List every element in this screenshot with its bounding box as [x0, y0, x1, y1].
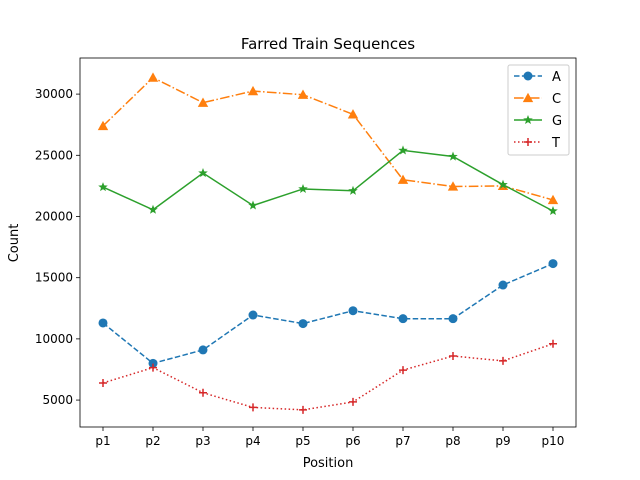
series-t-point [449, 352, 457, 361]
series-c-point [97, 120, 109, 131]
series-a-point [348, 306, 358, 316]
series-t-point [299, 405, 307, 414]
x-tick-label: p8 [445, 434, 460, 448]
series-a-point [298, 319, 308, 329]
y-tick-label: 30000 [35, 87, 73, 101]
y-tick-label: 10000 [35, 332, 73, 346]
legend-a-label: A [552, 70, 561, 85]
x-tick-label: p5 [295, 434, 310, 448]
series-a-point [398, 314, 408, 324]
legend-a-marker [523, 71, 533, 81]
legend-g-label: G [552, 114, 562, 129]
y-tick-label: 5000 [42, 393, 73, 407]
series-g-point [498, 179, 508, 189]
x-tick-label: p7 [395, 434, 410, 448]
series-t-point [399, 366, 407, 375]
x-tick-label: p1 [95, 434, 110, 448]
x-tick-label: p6 [345, 434, 360, 448]
series-g-point [398, 145, 408, 155]
series-t-point [149, 363, 157, 372]
x-tick-label: p4 [245, 434, 260, 448]
series-t-point [99, 378, 107, 387]
x-tick-label: p9 [495, 434, 510, 448]
series-t-point [199, 388, 207, 397]
series-c-point [147, 72, 159, 82]
series-a-point [498, 280, 508, 290]
series-t-point [549, 339, 557, 348]
series-c-point [347, 109, 359, 119]
series-g-point [448, 151, 458, 161]
series-a-point [448, 314, 458, 324]
series-g-point [548, 205, 558, 216]
x-tick-label: p3 [195, 434, 210, 448]
plot-area: p1 p2 p3 p4 p5 p6 p7 p8 p9 p10 5000 10000 15000 20000… [35, 57, 577, 448]
series-c-point [547, 194, 559, 205]
series-c-point [397, 174, 409, 184]
x-tick-label: p10 [542, 434, 565, 448]
series-g-point [248, 200, 258, 210]
series-a-line [102, 262, 554, 365]
series-c-point [197, 97, 209, 107]
series-c-line [102, 76, 554, 201]
legend-c-label: C [552, 92, 561, 107]
legend-g-marker [523, 115, 533, 125]
series-a-point [198, 345, 208, 355]
series-g-point [198, 168, 208, 178]
series-a-point [548, 259, 558, 269]
series-c-point [247, 85, 259, 96]
y-tick-label: 15000 [35, 271, 73, 285]
series-t-point [249, 403, 257, 412]
series-g-point [348, 185, 358, 195]
chart-title: Farred Train Sequences [241, 35, 415, 53]
legend-box [507, 64, 570, 156]
legend-c-marker [522, 92, 534, 103]
series-t-point [349, 397, 357, 406]
legend-t-marker [524, 138, 532, 146]
series-a-point [148, 358, 158, 368]
axes-frame [79, 57, 577, 428]
y-tick-label: 20000 [35, 209, 73, 223]
series-t-line [102, 343, 554, 411]
series-c-point [447, 181, 459, 191]
series-g-point [298, 183, 308, 193]
series-g-point [148, 204, 158, 214]
y-axis-title: Count [7, 224, 22, 263]
series-c-point [297, 89, 309, 99]
legend-t-label: T [551, 136, 560, 151]
x-axis-title: Position [303, 456, 354, 471]
series-a-point [248, 310, 258, 320]
series-g-line [102, 149, 554, 212]
series-a-point [98, 318, 108, 328]
series-g-point [98, 182, 108, 192]
y-tick-label: 25000 [35, 148, 73, 162]
series-t-point [499, 356, 507, 365]
x-tick-label: p2 [145, 434, 160, 448]
